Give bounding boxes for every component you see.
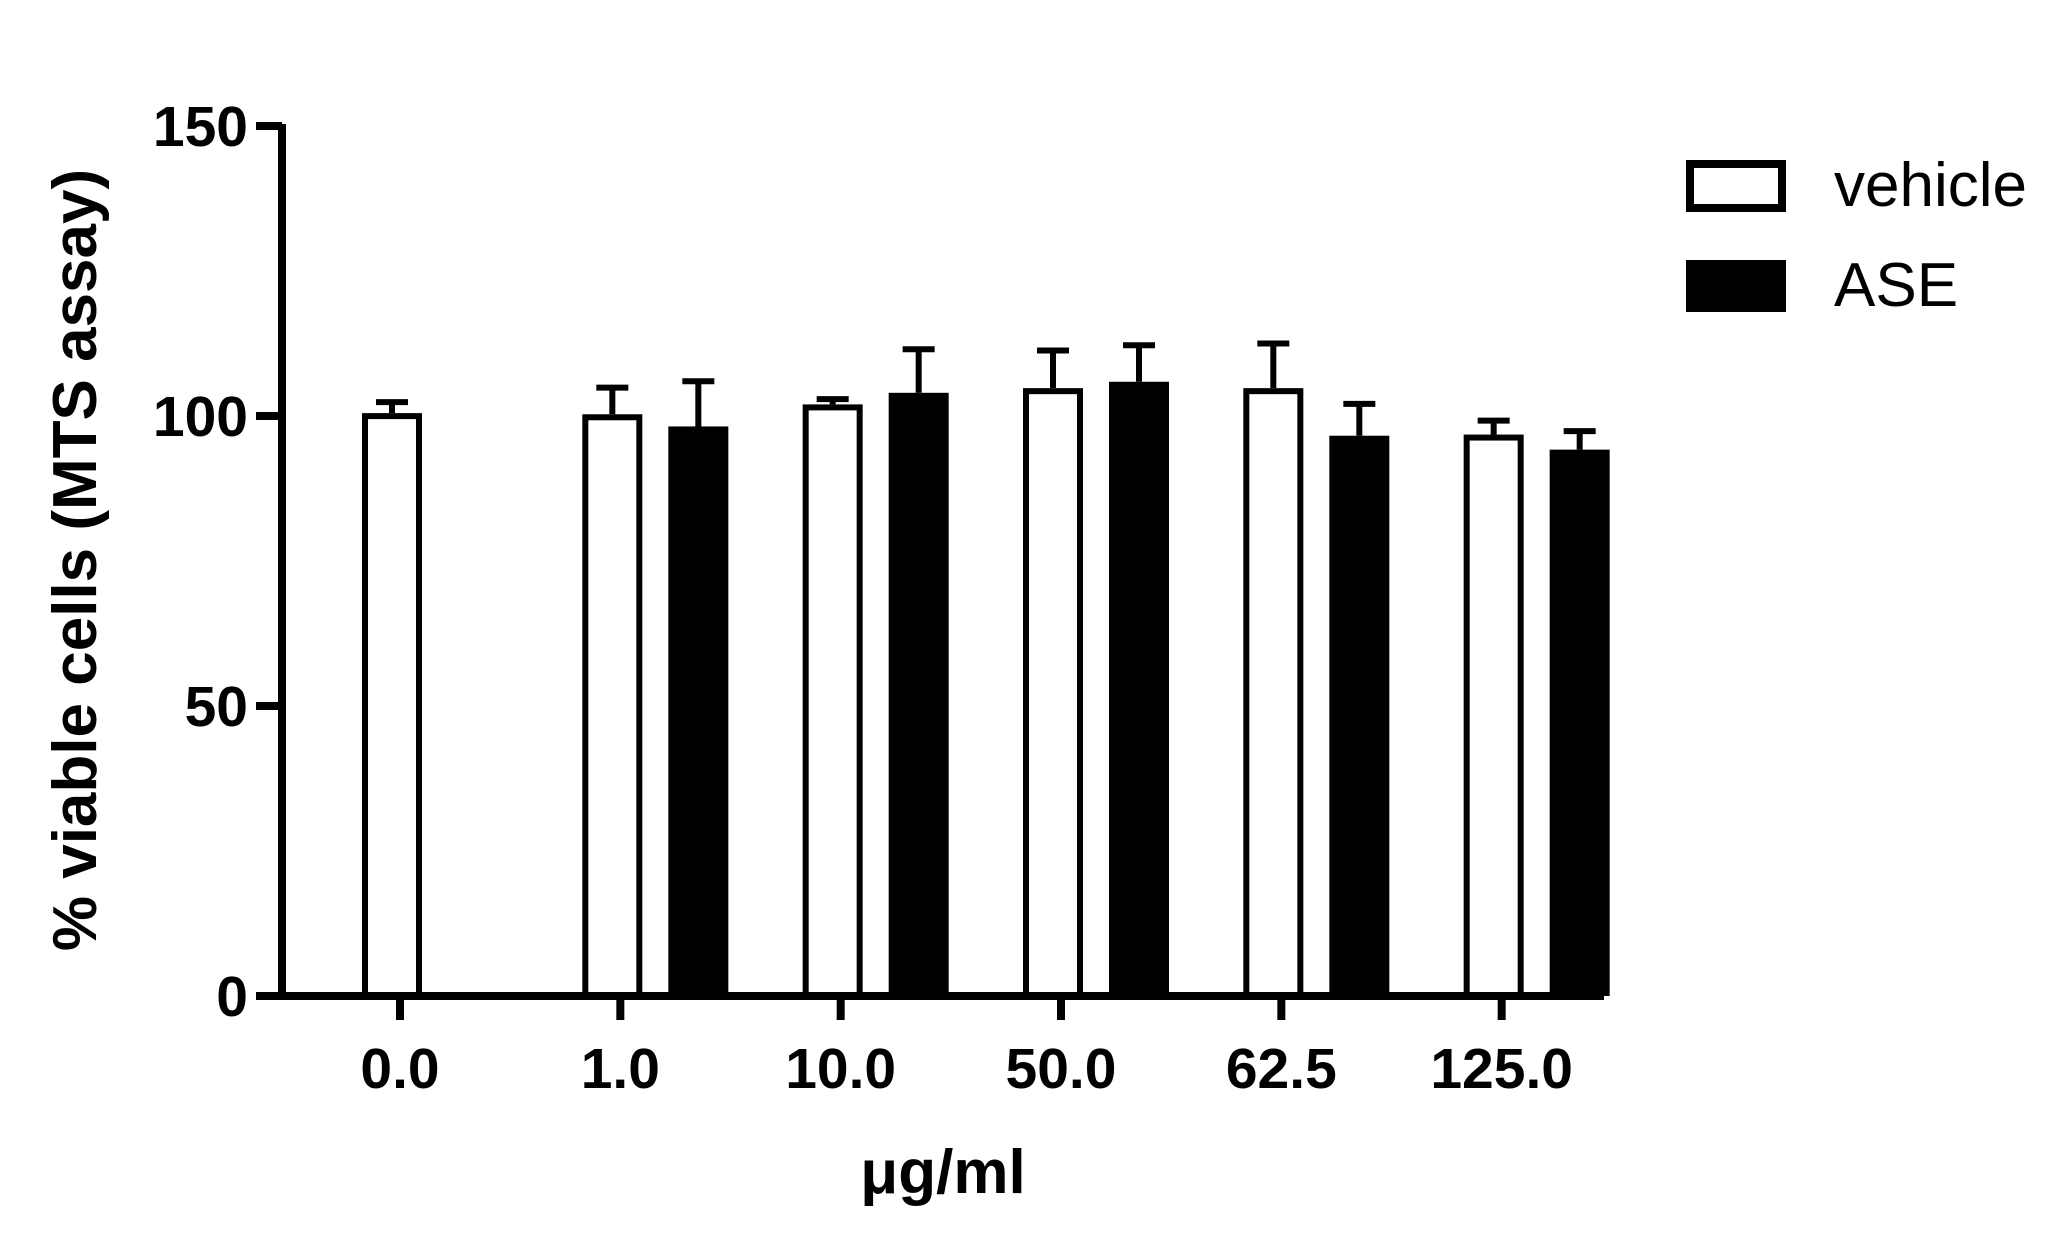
- bar-vehicle: [1243, 388, 1304, 1000]
- bar-vehicle: [802, 404, 863, 999]
- x-tick-label: 10.0: [785, 1037, 896, 1101]
- bar-vehicle: [1023, 388, 1083, 1000]
- x-tick-label: 62.5: [1226, 1037, 1337, 1101]
- y-tick-label: 0: [216, 965, 248, 1029]
- bar-ASE: [1109, 381, 1169, 996]
- legend-label: ASE: [1834, 251, 1958, 320]
- bar-ASE: [1549, 449, 1610, 996]
- bars-layer: [362, 340, 1610, 1000]
- y-tick-label: 50: [185, 675, 248, 739]
- bar-ASE: [668, 426, 729, 996]
- legend-label: vehicle: [1834, 151, 2027, 220]
- y-tick-label: 100: [153, 385, 248, 449]
- bar-ASE: [1329, 435, 1390, 997]
- bar-vehicle: [362, 413, 422, 1000]
- x-tick-label: 50.0: [1006, 1037, 1117, 1101]
- legend: vehicle ASE: [1686, 151, 2027, 320]
- bar-vehicle: [1463, 434, 1524, 999]
- legend-swatch-vehicle: [1686, 160, 1786, 212]
- x-axis-title: μg/ml: [860, 1138, 1025, 1207]
- bar-ASE: [888, 392, 949, 996]
- legend-swatch-ASE: [1686, 260, 1786, 312]
- x-tick-label: 0.0: [360, 1037, 439, 1101]
- y-axis-title: % viable cells (MTS assay): [41, 169, 110, 951]
- x-tick-label: 125.0: [1430, 1037, 1573, 1101]
- bar-vehicle: [582, 414, 643, 999]
- axes-layer: [278, 124, 1604, 1000]
- y-tick-label: 150: [153, 95, 248, 159]
- x-tick-label: 1.0: [581, 1037, 660, 1101]
- x-ticks: 0.0 1.0 10.0 50.0 62.5 125.0: [360, 996, 1573, 1101]
- y-ticks: 0 50 100 150: [153, 95, 282, 1029]
